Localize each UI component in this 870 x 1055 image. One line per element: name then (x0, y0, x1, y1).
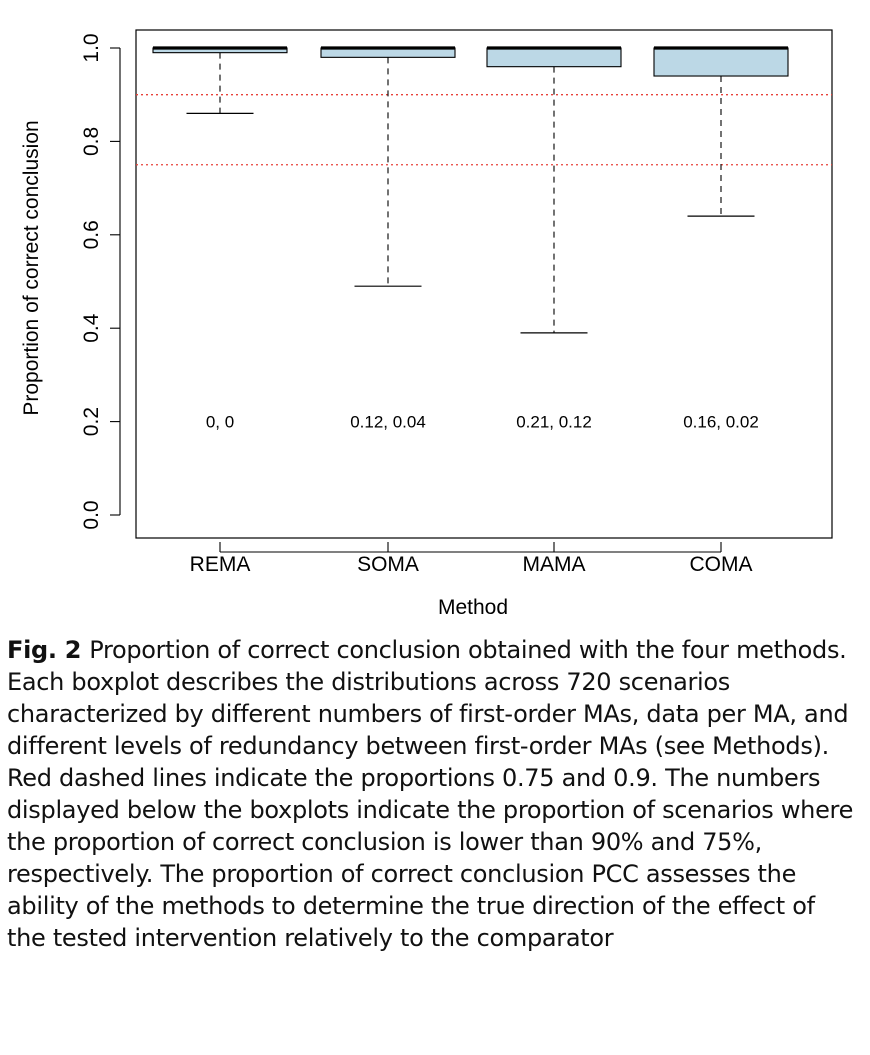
y-tick-label: 0.2 (80, 407, 103, 436)
y-tick-label: 0.4 (80, 313, 103, 343)
box-coma (653, 46, 789, 217)
caption-text: Proportion of correct conclusion obtaine… (7, 636, 854, 952)
y-tick-label: 0.0 (80, 500, 103, 529)
figure-caption: Fig. 2 Proportion of correct conclusion o… (7, 634, 857, 954)
box-annotation: 0.21, 0.12 (516, 413, 592, 432)
box-annotation: 0.12, 0.04 (350, 413, 426, 432)
box-rect (486, 47, 622, 68)
boxplot-chart: 0.0 0.2 0.4 0.6 0.8 1.0 REMA SOMA MAMA COMA 0, 0… (20, 29, 833, 619)
box-annotation: 0, 0 (206, 413, 234, 432)
chart-svg: 0.0 0.2 0.4 0.6 0.8 1.0 REMA SOMA MAMA COMA 0, 0… (20, 29, 833, 619)
plot-frame (135, 29, 833, 539)
y-tick-label: 1.0 (80, 33, 103, 62)
box-rema (152, 46, 288, 114)
box-rect (653, 47, 789, 77)
y-axis-label: Proportion of correct conclusion (20, 120, 43, 415)
y-tick-label: 0.8 (80, 127, 103, 156)
figure-label: Fig. 2 (7, 636, 82, 664)
x-tick-label: COMA (690, 553, 753, 576)
box-annotation: 0.16, 0.02 (683, 413, 759, 432)
x-tick-label: REMA (190, 553, 251, 576)
y-tick-label: 0.6 (80, 220, 103, 249)
x-tick-label: MAMA (523, 553, 586, 576)
box-soma (320, 46, 456, 287)
x-axis-label: Method (438, 596, 508, 619)
x-tick-label: SOMA (357, 553, 419, 576)
box-mama (486, 46, 622, 334)
